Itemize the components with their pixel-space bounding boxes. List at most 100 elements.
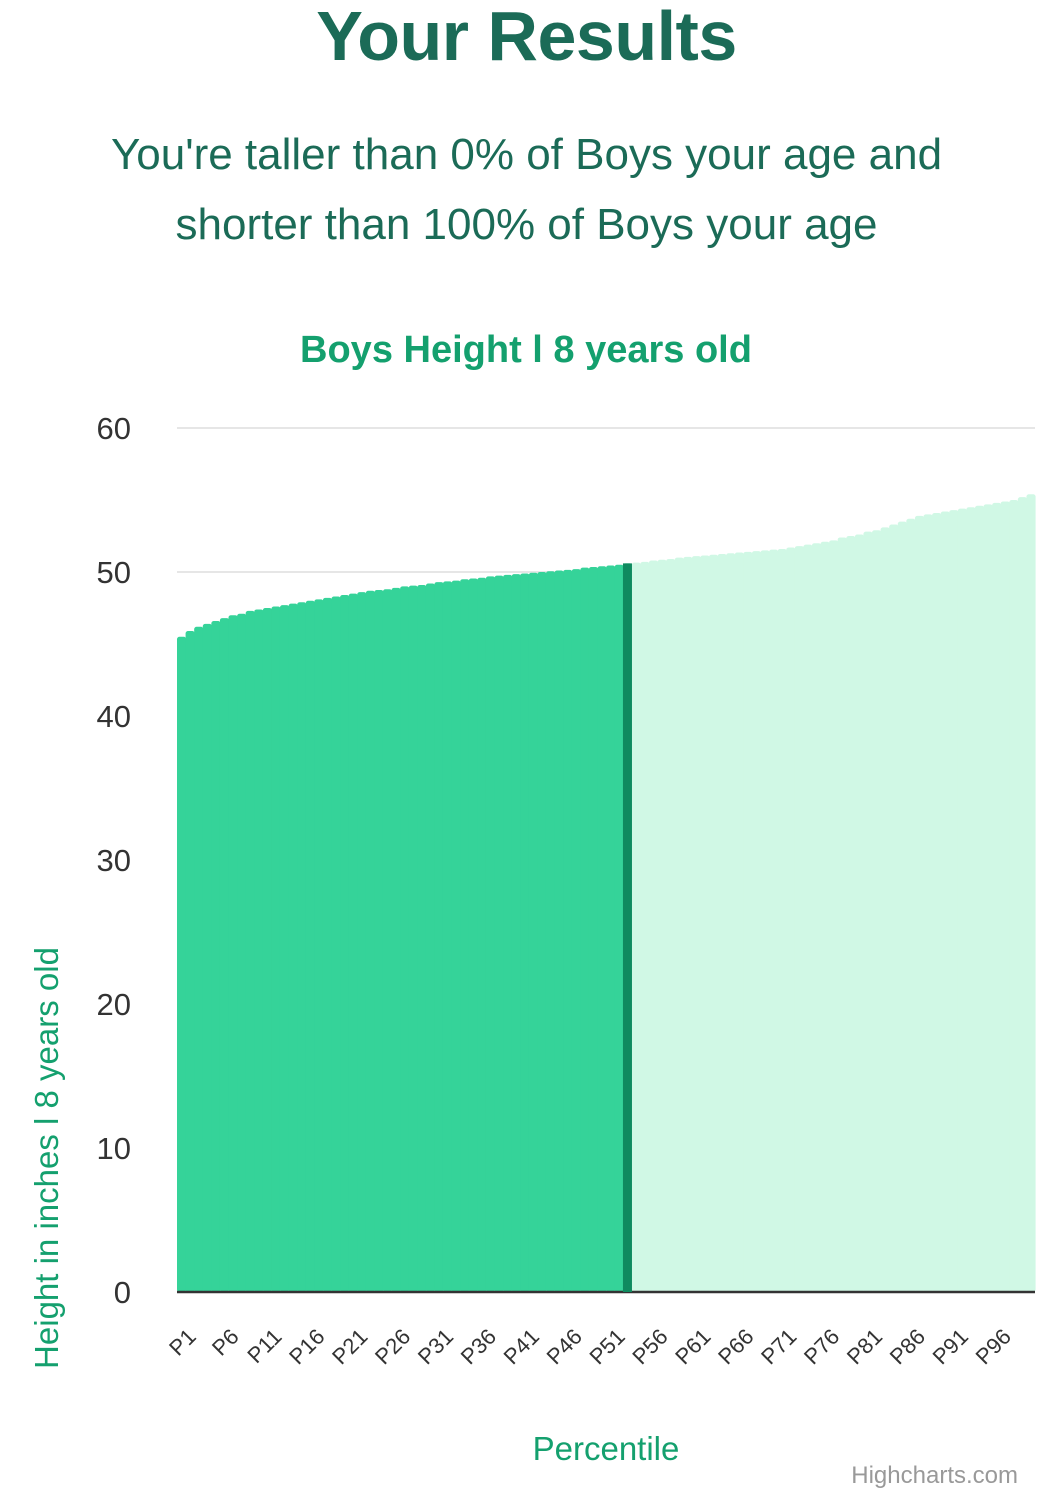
data-bar-p49[interactable] <box>588 566 599 1292</box>
data-bar-p67[interactable] <box>743 551 753 1292</box>
data-bar-p58[interactable] <box>666 559 676 1292</box>
data-bar-p90[interactable] <box>940 511 950 1292</box>
data-bar-p69[interactable] <box>760 550 770 1292</box>
data-bar-p63[interactable] <box>708 554 719 1292</box>
data-bar-p66[interactable] <box>734 552 744 1292</box>
data-bar-p83[interactable] <box>880 527 890 1292</box>
data-bar-p76[interactable] <box>820 541 830 1292</box>
data-bar-p16[interactable] <box>305 600 315 1292</box>
data-bar-p96[interactable] <box>992 502 1002 1292</box>
data-bar-p34[interactable] <box>460 579 470 1292</box>
data-bar-p74[interactable] <box>803 544 813 1292</box>
data-bar-p62[interactable] <box>700 555 710 1292</box>
data-bar-p9[interactable] <box>245 610 255 1292</box>
data-bar-p95[interactable] <box>983 504 993 1292</box>
data-bar-p43[interactable] <box>537 572 547 1292</box>
data-bar-p87[interactable] <box>914 515 925 1292</box>
data-bar-p2[interactable] <box>185 631 195 1292</box>
data-bar-p6[interactable] <box>219 618 230 1292</box>
data-bar-p75[interactable] <box>811 543 822 1292</box>
data-bar-p41[interactable] <box>520 573 530 1292</box>
credits-link[interactable]: Highcharts.com <box>851 1462 1018 1489</box>
data-bar-p64[interactable] <box>717 554 727 1292</box>
data-bar-p60[interactable] <box>683 556 693 1292</box>
data-bar-p3[interactable] <box>194 626 204 1292</box>
data-bar-p68[interactable] <box>751 551 762 1292</box>
data-bar-p51[interactable] <box>606 565 616 1292</box>
data-bar-p77[interactable] <box>829 540 839 1292</box>
data-bar-p10[interactable] <box>254 609 264 1292</box>
data-bar-p80[interactable] <box>854 534 864 1292</box>
data-bar-p79[interactable] <box>846 536 856 1292</box>
data-bar-p12[interactable] <box>271 606 281 1292</box>
data-bar-p42[interactable] <box>528 572 538 1292</box>
data-bar-p54[interactable] <box>631 562 641 1292</box>
data-bar-p56[interactable] <box>648 560 659 1292</box>
data-bar-p37[interactable] <box>485 576 496 1292</box>
data-bar-p97[interactable] <box>1000 501 1010 1292</box>
data-bar-p100[interactable] <box>1026 494 1036 1292</box>
data-bar-p99[interactable] <box>1017 497 1028 1292</box>
data-bar-p45[interactable] <box>554 570 564 1292</box>
data-bar-p85[interactable] <box>897 521 907 1292</box>
data-bar-p17[interactable] <box>314 599 324 1292</box>
data-bar-p38[interactable] <box>494 575 504 1292</box>
data-bar-p70[interactable] <box>769 549 779 1292</box>
data-bar-p14[interactable] <box>288 603 298 1292</box>
data-bar-p4[interactable] <box>202 623 212 1292</box>
data-bar-p71[interactable] <box>777 548 787 1292</box>
data-bar-p78[interactable] <box>837 537 847 1292</box>
data-bar-p29[interactable] <box>417 584 427 1292</box>
data-bar-p40[interactable] <box>511 574 521 1292</box>
data-bar-p26[interactable] <box>391 587 401 1292</box>
data-bar-p91[interactable] <box>949 510 959 1292</box>
data-bar-p36[interactable] <box>477 577 487 1292</box>
data-bar-p82[interactable] <box>871 530 882 1292</box>
data-bar-p5[interactable] <box>211 620 221 1292</box>
data-bar-p92[interactable] <box>957 508 967 1292</box>
data-bar-p88[interactable] <box>923 514 933 1292</box>
data-bar-p73[interactable] <box>794 546 804 1292</box>
data-bar-p33[interactable] <box>451 580 461 1292</box>
data-bar-p20[interactable] <box>340 595 350 1292</box>
data-bar-p24[interactable] <box>374 590 384 1292</box>
data-bar-p1[interactable] <box>177 636 187 1292</box>
data-bar-p50[interactable] <box>597 566 607 1292</box>
data-bar-p28[interactable] <box>408 585 418 1292</box>
data-bar-p98[interactable] <box>1009 500 1019 1292</box>
data-bar-p59[interactable] <box>674 557 684 1292</box>
data-bar-p35[interactable] <box>468 578 478 1292</box>
data-bar-p25[interactable] <box>382 589 393 1292</box>
data-bar-p23[interactable] <box>365 590 375 1292</box>
data-bar-p44[interactable] <box>545 571 556 1292</box>
data-bar-p19[interactable] <box>331 596 341 1292</box>
data-bar-p27[interactable] <box>400 586 410 1292</box>
data-bar-p11[interactable] <box>262 608 272 1292</box>
data-bar-p31[interactable] <box>434 582 444 1292</box>
data-bar-p65[interactable] <box>726 553 736 1292</box>
data-bar-p81[interactable] <box>863 531 873 1292</box>
data-bar-p57[interactable] <box>657 559 667 1292</box>
data-bar-p61[interactable] <box>691 556 701 1292</box>
data-bar-p13[interactable] <box>279 605 290 1292</box>
data-bar-p55[interactable] <box>640 561 650 1292</box>
data-bar-p39[interactable] <box>503 574 513 1292</box>
data-bar-p89[interactable] <box>932 512 942 1292</box>
data-bar-p86[interactable] <box>906 518 916 1292</box>
data-bar-p47[interactable] <box>571 569 581 1292</box>
data-bar-p48[interactable] <box>580 567 590 1292</box>
data-bar-p84[interactable] <box>889 524 899 1292</box>
data-bar-p46[interactable] <box>563 569 573 1292</box>
data-bar-p18[interactable] <box>322 597 333 1292</box>
data-bar-p52[interactable] <box>614 564 624 1292</box>
data-bar-p7[interactable] <box>228 615 238 1292</box>
data-bar-p8[interactable] <box>237 613 247 1292</box>
data-bar-p30[interactable] <box>425 583 435 1292</box>
data-bar-p93[interactable] <box>966 507 976 1292</box>
data-bar-p21[interactable] <box>348 593 358 1292</box>
data-bar-p94[interactable] <box>974 505 985 1292</box>
data-bar-p15[interactable] <box>297 602 307 1292</box>
data-bar-p22[interactable] <box>357 592 367 1292</box>
data-bar-p72[interactable] <box>786 547 796 1292</box>
data-bar-p32[interactable] <box>442 581 453 1292</box>
